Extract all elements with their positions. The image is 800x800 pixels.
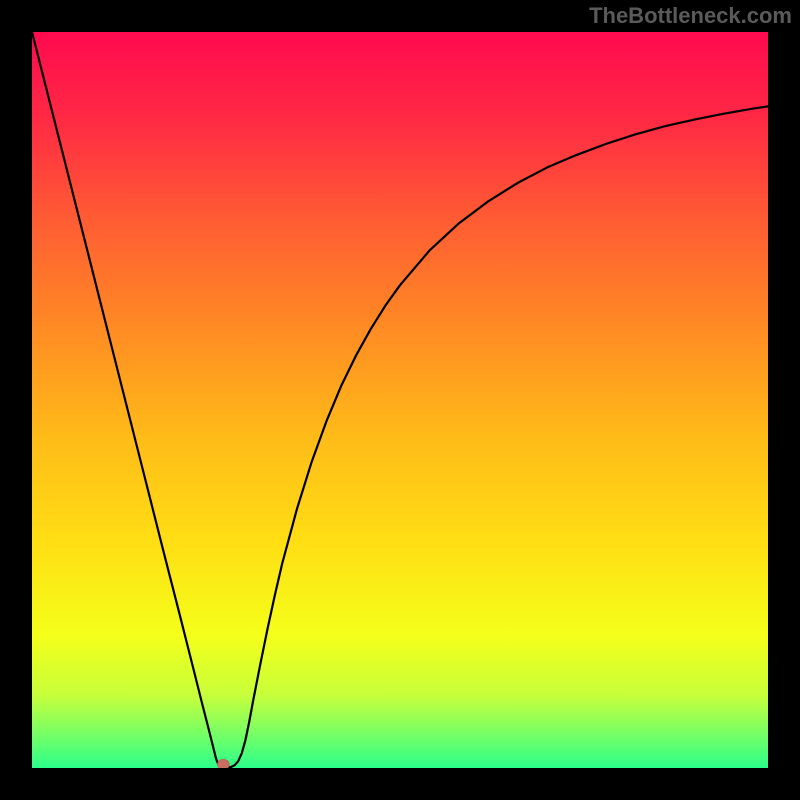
chart-svg [32,32,768,768]
minimum-marker [217,759,229,768]
chart-frame: TheBottleneck.com [0,0,800,800]
watermark-text: TheBottleneck.com [589,3,792,29]
plot-area [32,32,768,768]
bottleneck-curve [32,32,768,768]
